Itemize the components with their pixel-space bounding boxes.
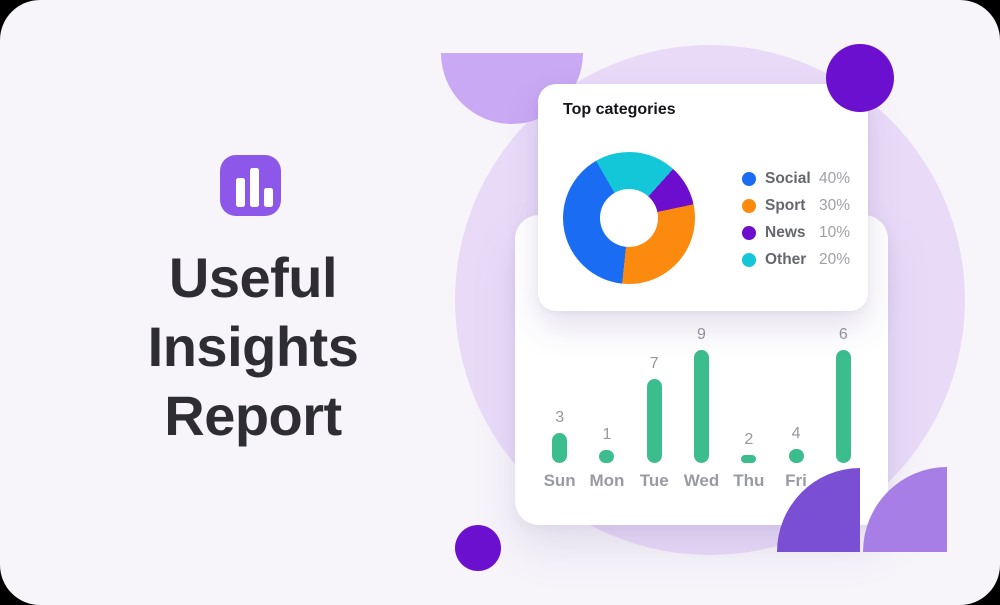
x-axis-labels: Sun Mon Tue Wed Thu Fri <box>536 471 867 491</box>
legend-row-news: News 10% <box>742 219 850 246</box>
bar-chart-icon <box>220 155 281 216</box>
legend-value: 40% <box>818 169 850 187</box>
title-line-2: Insights <box>147 315 359 378</box>
bar-value-label: 4 <box>791 425 801 442</box>
bar-column-mon: 1 <box>583 426 630 463</box>
x-tick-wed: Wed <box>683 471 720 490</box>
legend-row-sport: Sport 30% <box>742 192 850 219</box>
x-tick-tue: Tue <box>639 471 669 490</box>
bar-column-sat: 6 <box>820 326 867 463</box>
legend-dot-news <box>742 225 756 240</box>
x-tick-sun: Sun <box>543 471 576 490</box>
bar-value-label: 9 <box>697 326 706 343</box>
bar-fri <box>788 449 804 463</box>
bar-value-label: 6 <box>838 326 848 343</box>
title-line-1: Useful <box>168 246 338 309</box>
bar-sun <box>552 433 568 463</box>
chart-legend: Social 40% Sport 30% News 10% Other 20% <box>742 165 850 273</box>
top-categories-card: Top categories Social 40% Sport 30% News… <box>538 84 868 311</box>
bar-mon <box>599 450 615 463</box>
legend-label: News <box>765 223 806 241</box>
bar-tue <box>646 379 662 463</box>
legend-label: Social <box>765 169 811 187</box>
bar-value-label: 3 <box>555 409 565 426</box>
bar-wed <box>693 350 709 463</box>
legend-value: 20% <box>818 250 850 268</box>
legend-dot-social <box>742 171 756 186</box>
icon-bar <box>250 168 259 207</box>
bar-value-label: 2 <box>744 431 754 448</box>
legend-dot-other <box>742 252 756 267</box>
page-title: Useful Insights Report <box>63 243 443 450</box>
bar-column-wed: 9 <box>678 326 725 463</box>
card-title: Top categories <box>563 101 676 118</box>
donut-hole <box>600 189 658 247</box>
donut-chart <box>563 152 695 284</box>
icon-bar <box>236 178 245 207</box>
bar-column-sun: 3 <box>536 409 583 463</box>
title-line-3: Report <box>164 384 342 447</box>
legend-value: 30% <box>818 196 850 214</box>
legend-label: Other <box>765 250 807 268</box>
bar-column-thu: 2 <box>725 431 772 463</box>
icon-bar <box>264 188 273 207</box>
bar-column-fri: 4 <box>772 425 819 463</box>
x-tick-thu: Thu <box>733 471 765 490</box>
bar-thu <box>741 455 757 463</box>
bar-sat <box>835 350 851 463</box>
bar-column-tue: 7 <box>631 355 678 463</box>
bottom-left-circle-decoration <box>455 525 501 571</box>
legend-value: 10% <box>818 223 850 241</box>
legend-row-other: Other 20% <box>742 246 850 273</box>
x-tick-fri: Fri <box>785 471 807 490</box>
bar-chart: 3 1 7 9 2 4 6 <box>536 215 867 463</box>
top-right-circle-decoration <box>826 44 894 112</box>
x-tick-mon: Mon <box>589 471 625 490</box>
legend-label: Sport <box>765 196 806 214</box>
legend-dot-sport <box>742 198 756 213</box>
legend-row-social: Social 40% <box>742 165 850 192</box>
bar-value-label: 1 <box>602 426 612 443</box>
bar-value-label: 7 <box>649 355 659 372</box>
